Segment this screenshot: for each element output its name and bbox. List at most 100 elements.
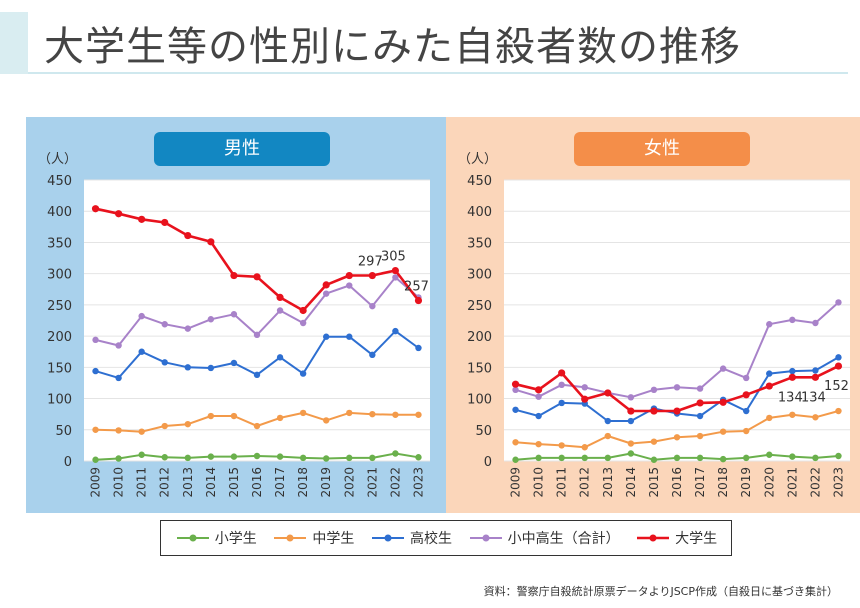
data-point-junior-high (719, 428, 727, 435)
data-point-university (627, 407, 635, 415)
data-point-elementary (184, 454, 191, 462)
data-point-high-school (627, 417, 635, 425)
data-point-junior-high (558, 442, 565, 449)
x-tick-label: 2011 (135, 467, 149, 498)
data-point-total (743, 374, 750, 382)
legend-item-university: 大学生 (635, 528, 717, 548)
y-tick-label: 350 (47, 236, 72, 251)
data-point-total (369, 302, 376, 310)
data-point-university (414, 296, 423, 305)
data-point-university (184, 231, 192, 240)
data-point-elementary (743, 454, 750, 462)
legend-label-university: 大学生 (675, 531, 718, 547)
data-label: 134 (801, 390, 826, 405)
data-point-total (535, 393, 542, 400)
data-point-junior-high (535, 440, 542, 448)
x-tick-label: 2014 (624, 467, 638, 498)
data-point-total (92, 336, 99, 344)
y-tick-label: 50 (55, 424, 72, 439)
x-tick-label: 2010 (112, 467, 126, 498)
data-point-high-school (512, 406, 519, 413)
data-point-high-school (323, 333, 330, 340)
x-tick-label: 2011 (555, 467, 569, 498)
legend-swatch-elementary (176, 534, 209, 542)
x-tick-label: 2020 (342, 467, 356, 498)
title-rule (28, 72, 848, 74)
x-tick-label: 2023 (411, 467, 425, 498)
y-tick-label: 0 (64, 455, 72, 470)
x-tick-label: 2017 (693, 467, 707, 498)
x-tick-label: 2019 (319, 467, 333, 498)
data-point-high-school (535, 412, 542, 420)
data-point-junior-high (604, 432, 611, 440)
data-point-university (391, 266, 399, 275)
data-label: 297 (358, 255, 383, 270)
data-point-high-school (604, 417, 611, 425)
data-point-junior-high (184, 420, 191, 428)
data-point-university (207, 238, 215, 246)
data-point-university (788, 373, 796, 381)
x-tick-label: 2019 (739, 467, 753, 498)
legend-label-high-school: 高校生 (409, 531, 452, 547)
female-chart: 0 50 100 150 200 250 300 350 400 450 （人） 2009 2010 20… (458, 152, 850, 498)
data-point-high-school (230, 359, 238, 367)
x-tick-label: 2010 (532, 467, 546, 498)
data-point-total (392, 274, 399, 281)
y-tick-label: 0 (484, 455, 492, 470)
data-point-junior-high (673, 434, 681, 441)
legend-item-elementary: 小学生 (175, 528, 257, 548)
data-point-junior-high (207, 412, 215, 420)
data-point-university (253, 273, 261, 281)
legend-swatch-university (637, 534, 670, 542)
y-tick-label: 350 (467, 236, 492, 251)
data-point-elementary (558, 454, 565, 462)
data-point-elementary (812, 454, 819, 462)
data-point-junior-high (743, 427, 750, 435)
page-title: 大学生等の性別にみた自殺者数の推移 (44, 24, 741, 70)
y-tick-label: 400 (467, 205, 492, 220)
data-point-total (789, 316, 796, 324)
data-point-junior-high (323, 417, 330, 424)
data-point-elementary (92, 456, 99, 463)
data-point-high-school (415, 344, 422, 352)
data-point-high-school (207, 364, 215, 372)
female-chart-title: 女性 (574, 132, 750, 166)
x-tick-label: 2017 (273, 467, 287, 498)
data-point-high-school (743, 407, 750, 415)
data-point-elementary (581, 454, 588, 462)
data-point-university (719, 398, 727, 406)
data-point-junior-high (253, 422, 261, 430)
x-tick-label: 2022 (808, 467, 822, 498)
data-point-university (345, 271, 353, 280)
data-point-elementary (299, 454, 307, 462)
data-point-elementary (766, 451, 773, 458)
data-point-university (535, 386, 543, 394)
data-point-elementary (207, 453, 215, 460)
x-tick-label: 2020 (762, 467, 776, 498)
x-tick-label: 2015 (647, 467, 661, 498)
x-tick-label: 2018 (716, 467, 730, 498)
data-point-elementary (415, 454, 422, 461)
data-point-high-school (696, 412, 704, 420)
data-point-total (207, 316, 215, 323)
y-axis-label: （人） (458, 152, 497, 167)
x-tick-label: 2023 (831, 467, 845, 498)
data-point-high-school (276, 354, 284, 361)
data-point-high-school (92, 367, 99, 375)
data-point-elementary (719, 455, 727, 463)
data-point-university (115, 210, 123, 218)
y-tick-label: 250 (47, 299, 72, 314)
data-point-total (161, 321, 168, 328)
data-point-high-school (253, 371, 261, 379)
data-point-university (511, 380, 520, 388)
data-point-university (558, 369, 566, 377)
legend-item-high-school: 高校生 (370, 528, 452, 548)
data-point-total (230, 311, 238, 318)
data-point-high-school (558, 399, 565, 407)
data-point-university (138, 215, 146, 223)
x-tick-label: 2009 (509, 467, 523, 498)
data-point-elementary (115, 455, 122, 462)
data-point-junior-high (789, 411, 796, 418)
x-tick-label: 2012 (578, 467, 592, 498)
y-axis-label: （人） (38, 152, 77, 167)
